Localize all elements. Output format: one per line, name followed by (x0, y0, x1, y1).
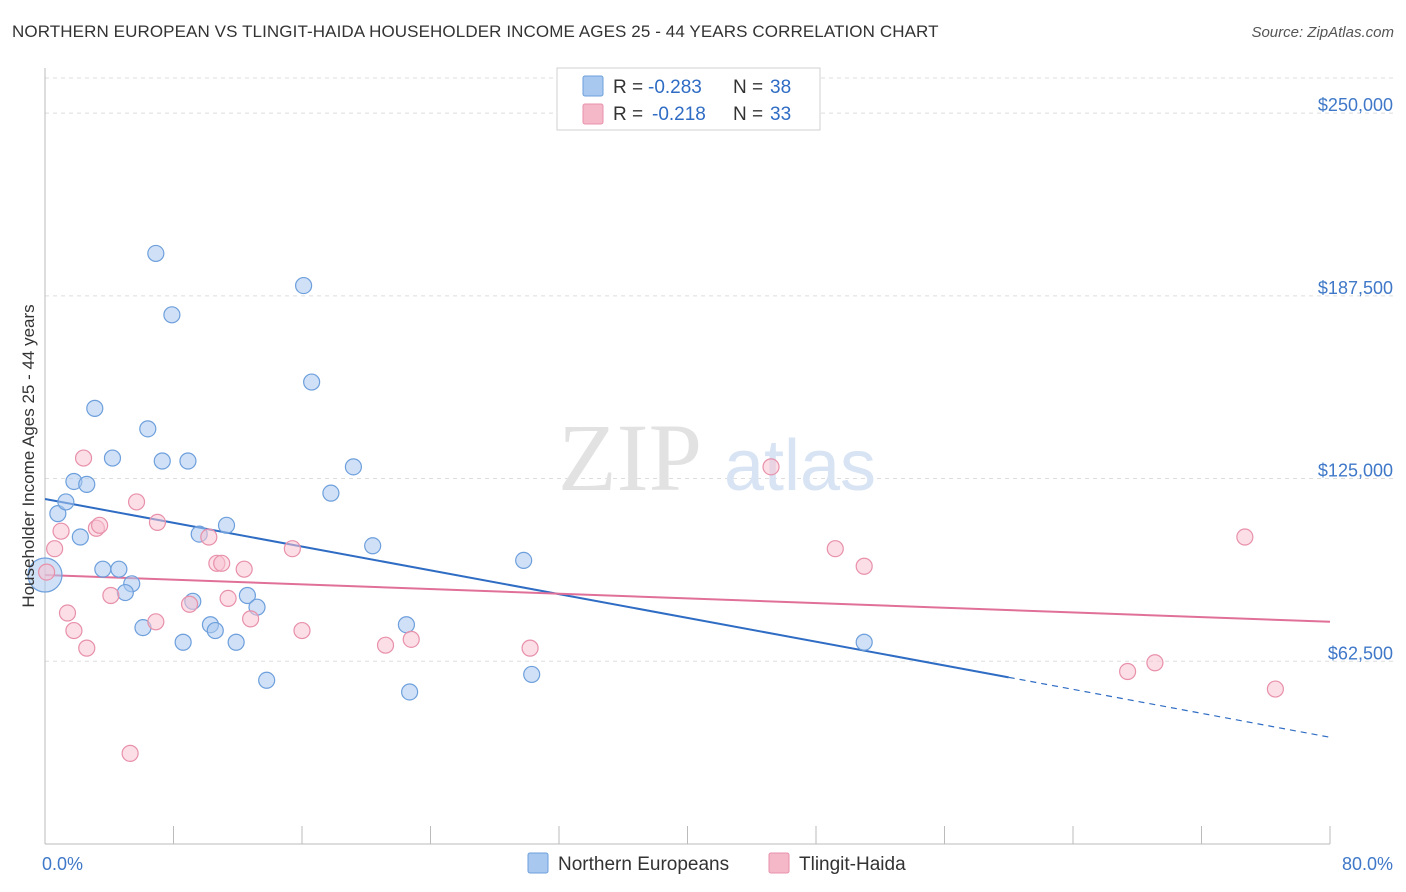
point-northern-europeans (322, 484, 340, 502)
point-tlingit-haida (283, 540, 301, 558)
point-tlingit-haida (200, 528, 218, 546)
point-tlingit-haida (121, 744, 139, 762)
point-tlingit-haida (826, 540, 844, 558)
point-tlingit-haida (402, 630, 420, 648)
point-tlingit-haida (147, 613, 165, 631)
point-northern-europeans (295, 276, 313, 295)
point-northern-europeans (401, 683, 419, 701)
legend-n-value: 38 (770, 77, 791, 98)
point-tlingit-haida (52, 522, 70, 540)
point-northern-europeans (116, 583, 134, 602)
point-tlingit-haida (180, 595, 199, 613)
point-tlingit-haida (46, 540, 64, 558)
point-tlingit-haida (78, 639, 96, 657)
legend-swatch-pink (582, 103, 604, 125)
series-swatch-pink (768, 852, 790, 874)
series-label-tlingit-haida: Tlingit-Haida (799, 854, 906, 875)
y-tick-label: $187,500 (1318, 278, 1393, 298)
point-tlingit-haida (91, 516, 109, 534)
point-northern-europeans (206, 621, 224, 640)
y-axis-label: Householder Income Ages 25 - 44 years (19, 304, 38, 607)
point-northern-europeans (147, 244, 165, 263)
legend-r-value: -0.218 (652, 104, 706, 125)
point-tlingit-haida (376, 636, 395, 654)
point-northern-europeans (344, 458, 362, 476)
point-northern-europeans (49, 505, 67, 523)
point-tlingit-haida (1266, 680, 1284, 698)
series-swatch-blue (527, 852, 549, 874)
legend-n-label: N = (733, 104, 763, 125)
trend-line-tlingit-haida (44, 574, 1331, 623)
point-tlingit-haida (235, 560, 253, 578)
point-northern-europeans (57, 493, 75, 511)
point-tlingit-haida (1119, 662, 1137, 681)
point-tlingit-haida (102, 586, 120, 605)
point-northern-europeans (86, 399, 104, 417)
watermark: ZIP atlas (558, 404, 876, 511)
point-northern-europeans (94, 560, 112, 578)
point-tlingit-haida (74, 449, 93, 467)
y-tick-label: $125,000 (1318, 461, 1393, 481)
point-northern-europeans (258, 671, 276, 689)
point-tlingit-haida (521, 639, 539, 657)
legend-r-value: -0.283 (648, 77, 702, 98)
point-tlingit-haida (219, 589, 237, 608)
point-tlingit-haida (242, 610, 260, 628)
y-tick-label: $62,500 (1328, 643, 1393, 663)
point-northern-europeans (217, 516, 236, 534)
correlation-legend: R = -0.283 N = 38 R = -0.218 N = 33 (556, 67, 821, 131)
series-legend: Northern Europeans Tlingit-Haida (527, 852, 906, 875)
legend-r-label: R = (613, 77, 643, 98)
point-northern-europeans (139, 420, 157, 438)
point-tlingit-haida (148, 513, 167, 531)
point-northern-europeans (110, 560, 128, 578)
point-northern-europeans (179, 452, 197, 470)
trend-lines (44, 498, 1331, 738)
point-tlingit-haida (65, 621, 83, 640)
point-northern-europeans (855, 633, 873, 651)
legend-n-label: N = (733, 77, 763, 98)
y-tick-labels: $62,500 $125,000 $187,500 $250,000 (1318, 95, 1393, 663)
point-northern-europeans (397, 616, 416, 634)
point-northern-europeans (303, 373, 321, 391)
series-label-northern-europeans: Northern Europeans (558, 854, 729, 875)
point-tlingit-haida (762, 458, 780, 476)
point-tlingit-haida (855, 557, 873, 575)
x-tick-label-end: 80.0% (1342, 854, 1393, 874)
point-northern-europeans (163, 306, 181, 324)
point-northern-europeans (103, 449, 122, 467)
point-northern-europeans (364, 537, 382, 555)
point-tlingit-haida (38, 563, 56, 581)
point-northern-europeans (153, 452, 171, 470)
point-tlingit-haida (293, 621, 311, 640)
point-tlingit-haida (58, 604, 77, 622)
y-tick-label: $250,000 (1318, 95, 1393, 115)
point-northern-europeans (238, 586, 256, 605)
watermark-zip: ZIP (558, 404, 702, 511)
point-northern-europeans (227, 633, 245, 651)
legend-swatch-blue (582, 75, 604, 97)
legend-r-label: R = (613, 104, 643, 125)
legend-n-value: 33 (770, 104, 791, 125)
point-tlingit-haida (1146, 654, 1164, 672)
point-northern-europeans (78, 475, 96, 493)
point-tlingit-haida (1236, 528, 1254, 546)
point-tlingit-haida (213, 554, 231, 572)
point-northern-europeans (523, 665, 541, 684)
chart-title: NORTHERN EUROPEAN VS TLINGIT-HAIDA HOUSE… (12, 22, 939, 41)
watermark-atlas: atlas (724, 426, 876, 506)
data-points (27, 244, 1284, 762)
point-tlingit-haida (127, 493, 146, 511)
source-credit: Source: ZipAtlas.com (1251, 24, 1394, 41)
axes (44, 68, 1331, 845)
point-northern-europeans (71, 528, 89, 546)
point-northern-europeans (174, 633, 192, 651)
x-tick-labels: 0.0% 80.0% (42, 854, 1393, 874)
point-northern-europeans (515, 551, 533, 570)
x-tick-label-start: 0.0% (42, 854, 83, 874)
